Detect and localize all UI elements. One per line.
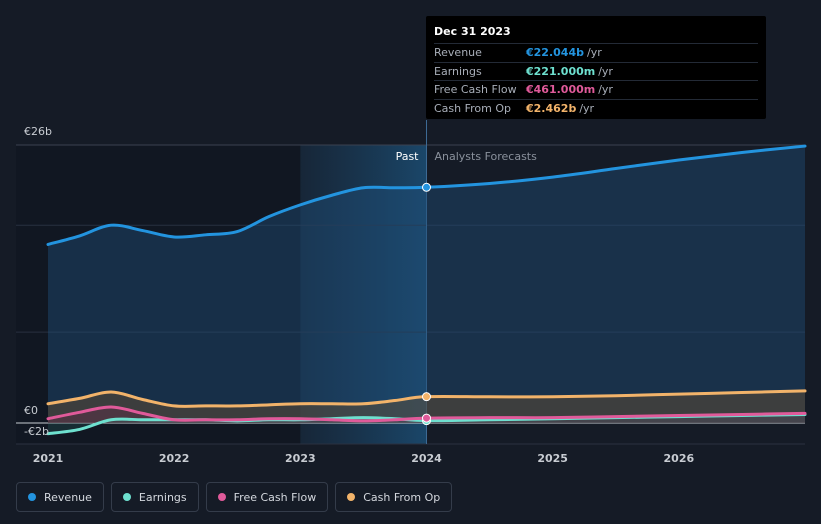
x-tick-label: 2023	[285, 452, 316, 465]
legend-item-cash-from-op[interactable]: Cash From Op	[335, 482, 453, 512]
x-tick-label: 2026	[664, 452, 695, 465]
y-tick-label: €0	[24, 404, 38, 417]
tooltip-unit: /yr	[586, 46, 602, 60]
free-cash-flow-marker	[422, 413, 431, 423]
revenue-dot-icon	[28, 493, 36, 501]
tooltip-row-free-cash-flow: Free Cash Flow €461.000m /yr	[434, 80, 758, 99]
x-tick-label: 2022	[159, 452, 190, 465]
legend-item-revenue[interactable]: Revenue	[16, 482, 104, 512]
tooltip-unit: /yr	[579, 101, 595, 115]
free-cash-flow-line	[46, 405, 807, 423]
tooltip-unit: /yr	[598, 83, 613, 97]
cash-from-op-area	[48, 390, 805, 423]
revenue-line	[46, 144, 807, 246]
tooltip: Dec 31 2023 Revenue €22.044b /yr Earning…	[426, 16, 766, 119]
tooltip-row-revenue: Revenue €22.044b /yr	[434, 43, 758, 62]
y-tick-label: -€2b	[24, 425, 49, 438]
earnings-dot-icon	[122, 493, 131, 501]
legend-label: Earnings	[138, 490, 187, 504]
cash-from-op-line	[46, 389, 807, 408]
cash-from-op-marker	[422, 392, 431, 402]
legend-item-earnings[interactable]: Earnings	[110, 482, 199, 512]
past-label: Past	[396, 150, 420, 163]
tooltip-row-cash-from-op: Cash From Op €2.462b /yr	[434, 98, 758, 118]
x-tick-label: 2021	[33, 452, 64, 465]
earnings-area	[48, 414, 805, 434]
legend-item-free-cash-flow[interactable]: Free Cash Flow	[205, 482, 329, 512]
cash-from-op-dot-icon	[347, 493, 356, 501]
tooltip-row-earnings: Earnings €221.000m /yr	[434, 61, 758, 81]
tooltip-label: Revenue	[434, 46, 482, 60]
free-cash-flow-dot-icon	[217, 493, 226, 501]
tooltip-label: Cash From Op	[434, 101, 512, 115]
revenue-marker	[422, 182, 431, 192]
x-tick-label: 2024	[411, 452, 442, 465]
legend-label: Cash From Op	[363, 490, 441, 504]
past-region	[16, 145, 301, 444]
tooltip-label: Earnings	[434, 64, 482, 78]
tooltip-date: Dec 31 2023	[434, 25, 511, 38]
tooltip-unit: /yr	[598, 64, 613, 78]
legend-label: Free Cash Flow	[233, 490, 317, 504]
revenue-area	[48, 146, 805, 424]
tooltip-value: €2.462b	[526, 101, 577, 115]
x-tick-label: 2025	[537, 452, 568, 465]
legend: Revenue Earnings Free Cash Flow Cash Fro…	[16, 482, 453, 512]
tooltip-label: Free Cash Flow	[434, 83, 517, 97]
tooltip-value: €22.044b	[526, 46, 584, 60]
tooltip-value: €461.000m	[526, 83, 596, 97]
y-tick-label: €26b	[24, 125, 52, 138]
past-highlight-region	[300, 145, 427, 444]
tooltip-value: €221.000m	[526, 64, 596, 78]
forecast-label: Analysts Forecasts	[435, 150, 538, 163]
legend-label: Revenue	[44, 490, 92, 504]
